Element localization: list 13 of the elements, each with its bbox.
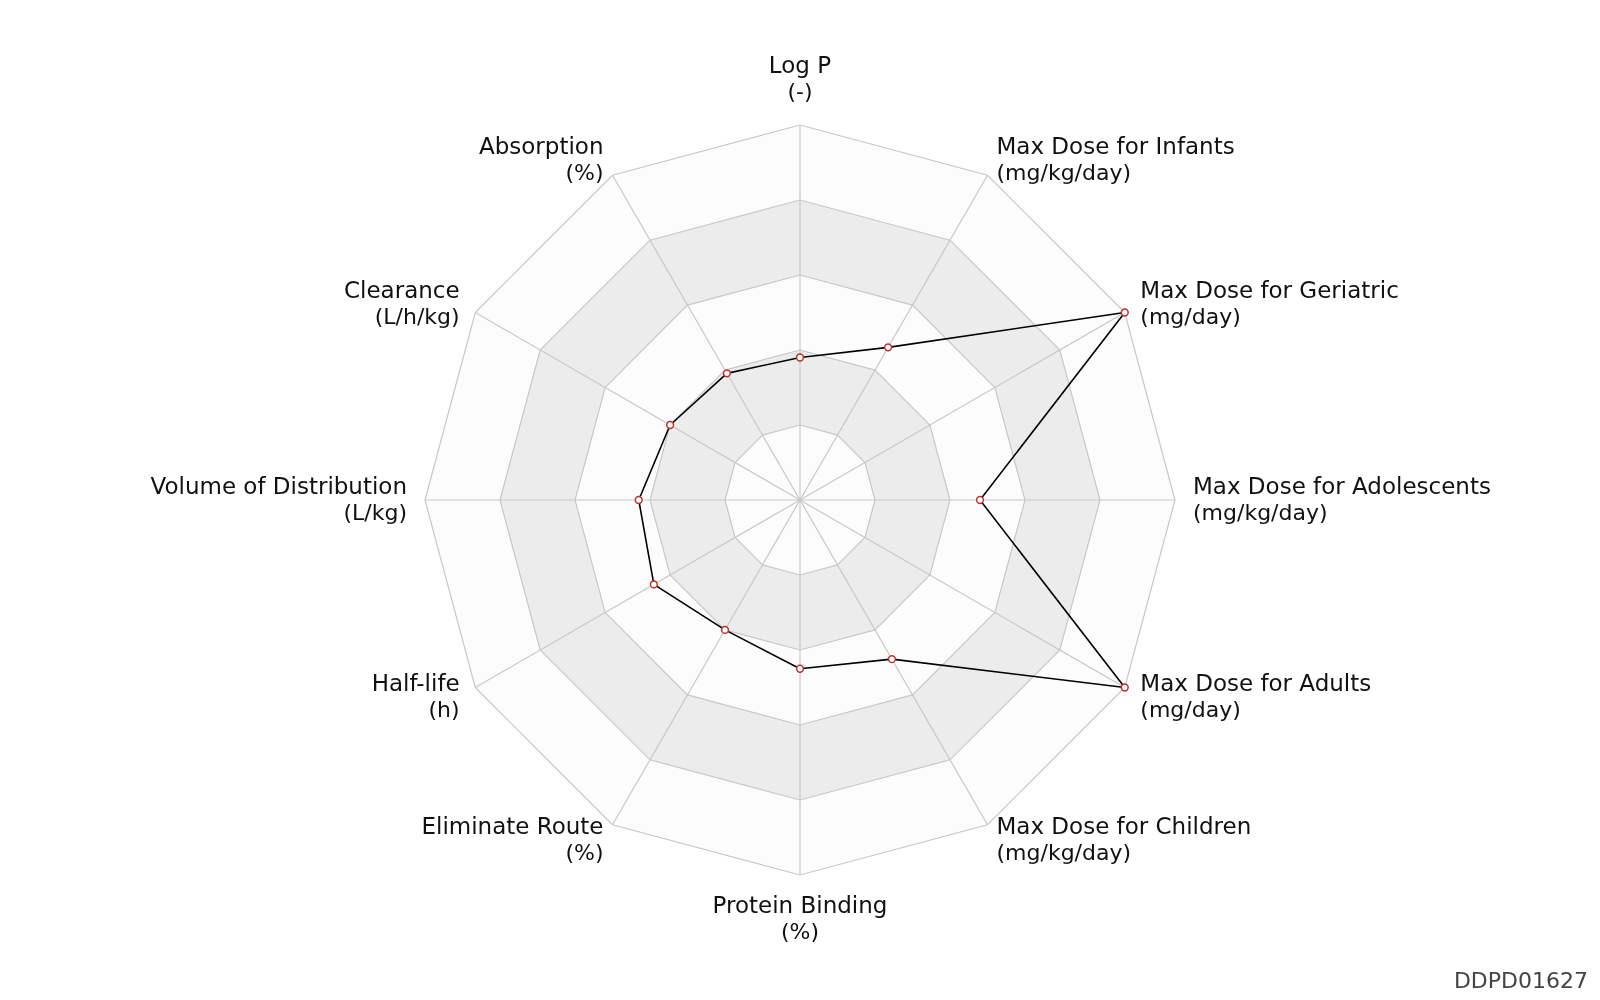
spoke-label: Max Dose for Infants (mg/kg/day) <box>996 132 1235 185</box>
spoke-label: Max Dose for Adolescents (mg/kg/day) <box>1193 473 1491 525</box>
spoke-label: Absorption (%) <box>478 132 604 185</box>
spoke-label: Eliminate Route (%) <box>421 813 604 866</box>
spoke-label: Max Dose for Adults (mg/day) <box>1140 669 1372 722</box>
spoke-label: Clearance (L/h/kg) <box>344 276 460 329</box>
spoke-label: Max Dose for Children (mg/kg/day) <box>996 813 1252 866</box>
spoke-label: Log P (-) <box>768 52 832 104</box>
spoke-label: Half-life (h) <box>371 669 460 722</box>
spoke-label: Volume of Distribution (L/kg) <box>150 473 407 525</box>
text: DDPD01627 <box>1453 968 1588 993</box>
spoke-label: Max Dose for Geriatric (mg/day) <box>1140 276 1399 329</box>
spoke-label: Protein Binding (%) <box>712 892 888 944</box>
